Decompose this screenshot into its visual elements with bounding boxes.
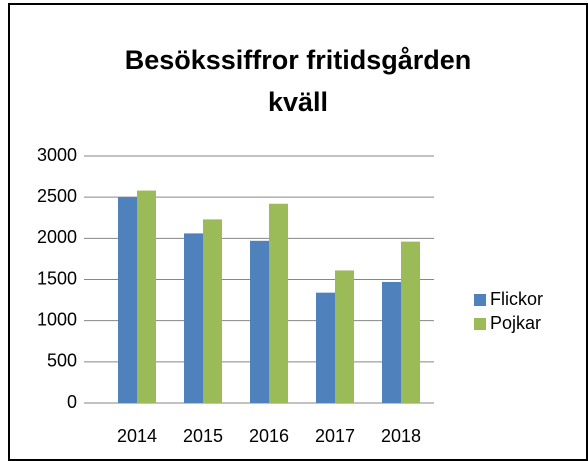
chart-frame — [8, 3, 588, 461]
bar — [382, 281, 401, 403]
bar — [316, 292, 335, 403]
y-tick-label: 1500 — [37, 268, 77, 288]
y-tick-label: 500 — [47, 351, 77, 371]
bar — [269, 203, 288, 403]
bar — [137, 190, 156, 403]
bar — [335, 270, 354, 403]
bar — [250, 240, 269, 403]
x-tick-label: 2017 — [315, 426, 355, 446]
bar — [118, 197, 137, 403]
legend-label: Flickor — [490, 289, 543, 309]
y-tick-label: 0 — [67, 392, 77, 412]
y-tick-label: 2500 — [37, 186, 77, 206]
bar — [203, 219, 222, 403]
bar — [401, 241, 420, 403]
legend-swatch — [474, 318, 486, 330]
x-tick-label: 2014 — [117, 426, 157, 446]
chart-title-line-1: Besökssiffror fritidsgården kväll — [125, 45, 472, 117]
x-tick-label: 2016 — [249, 426, 289, 446]
y-tick-label: 3000 — [37, 145, 77, 165]
y-tick-label: 2000 — [37, 227, 77, 247]
bar — [184, 233, 203, 403]
x-tick-label: 2018 — [381, 426, 421, 446]
y-tick-label: 1000 — [37, 309, 77, 329]
legend-swatch — [474, 294, 486, 306]
legend-label: Pojkar — [490, 313, 541, 333]
x-tick-label: 2015 — [183, 426, 223, 446]
